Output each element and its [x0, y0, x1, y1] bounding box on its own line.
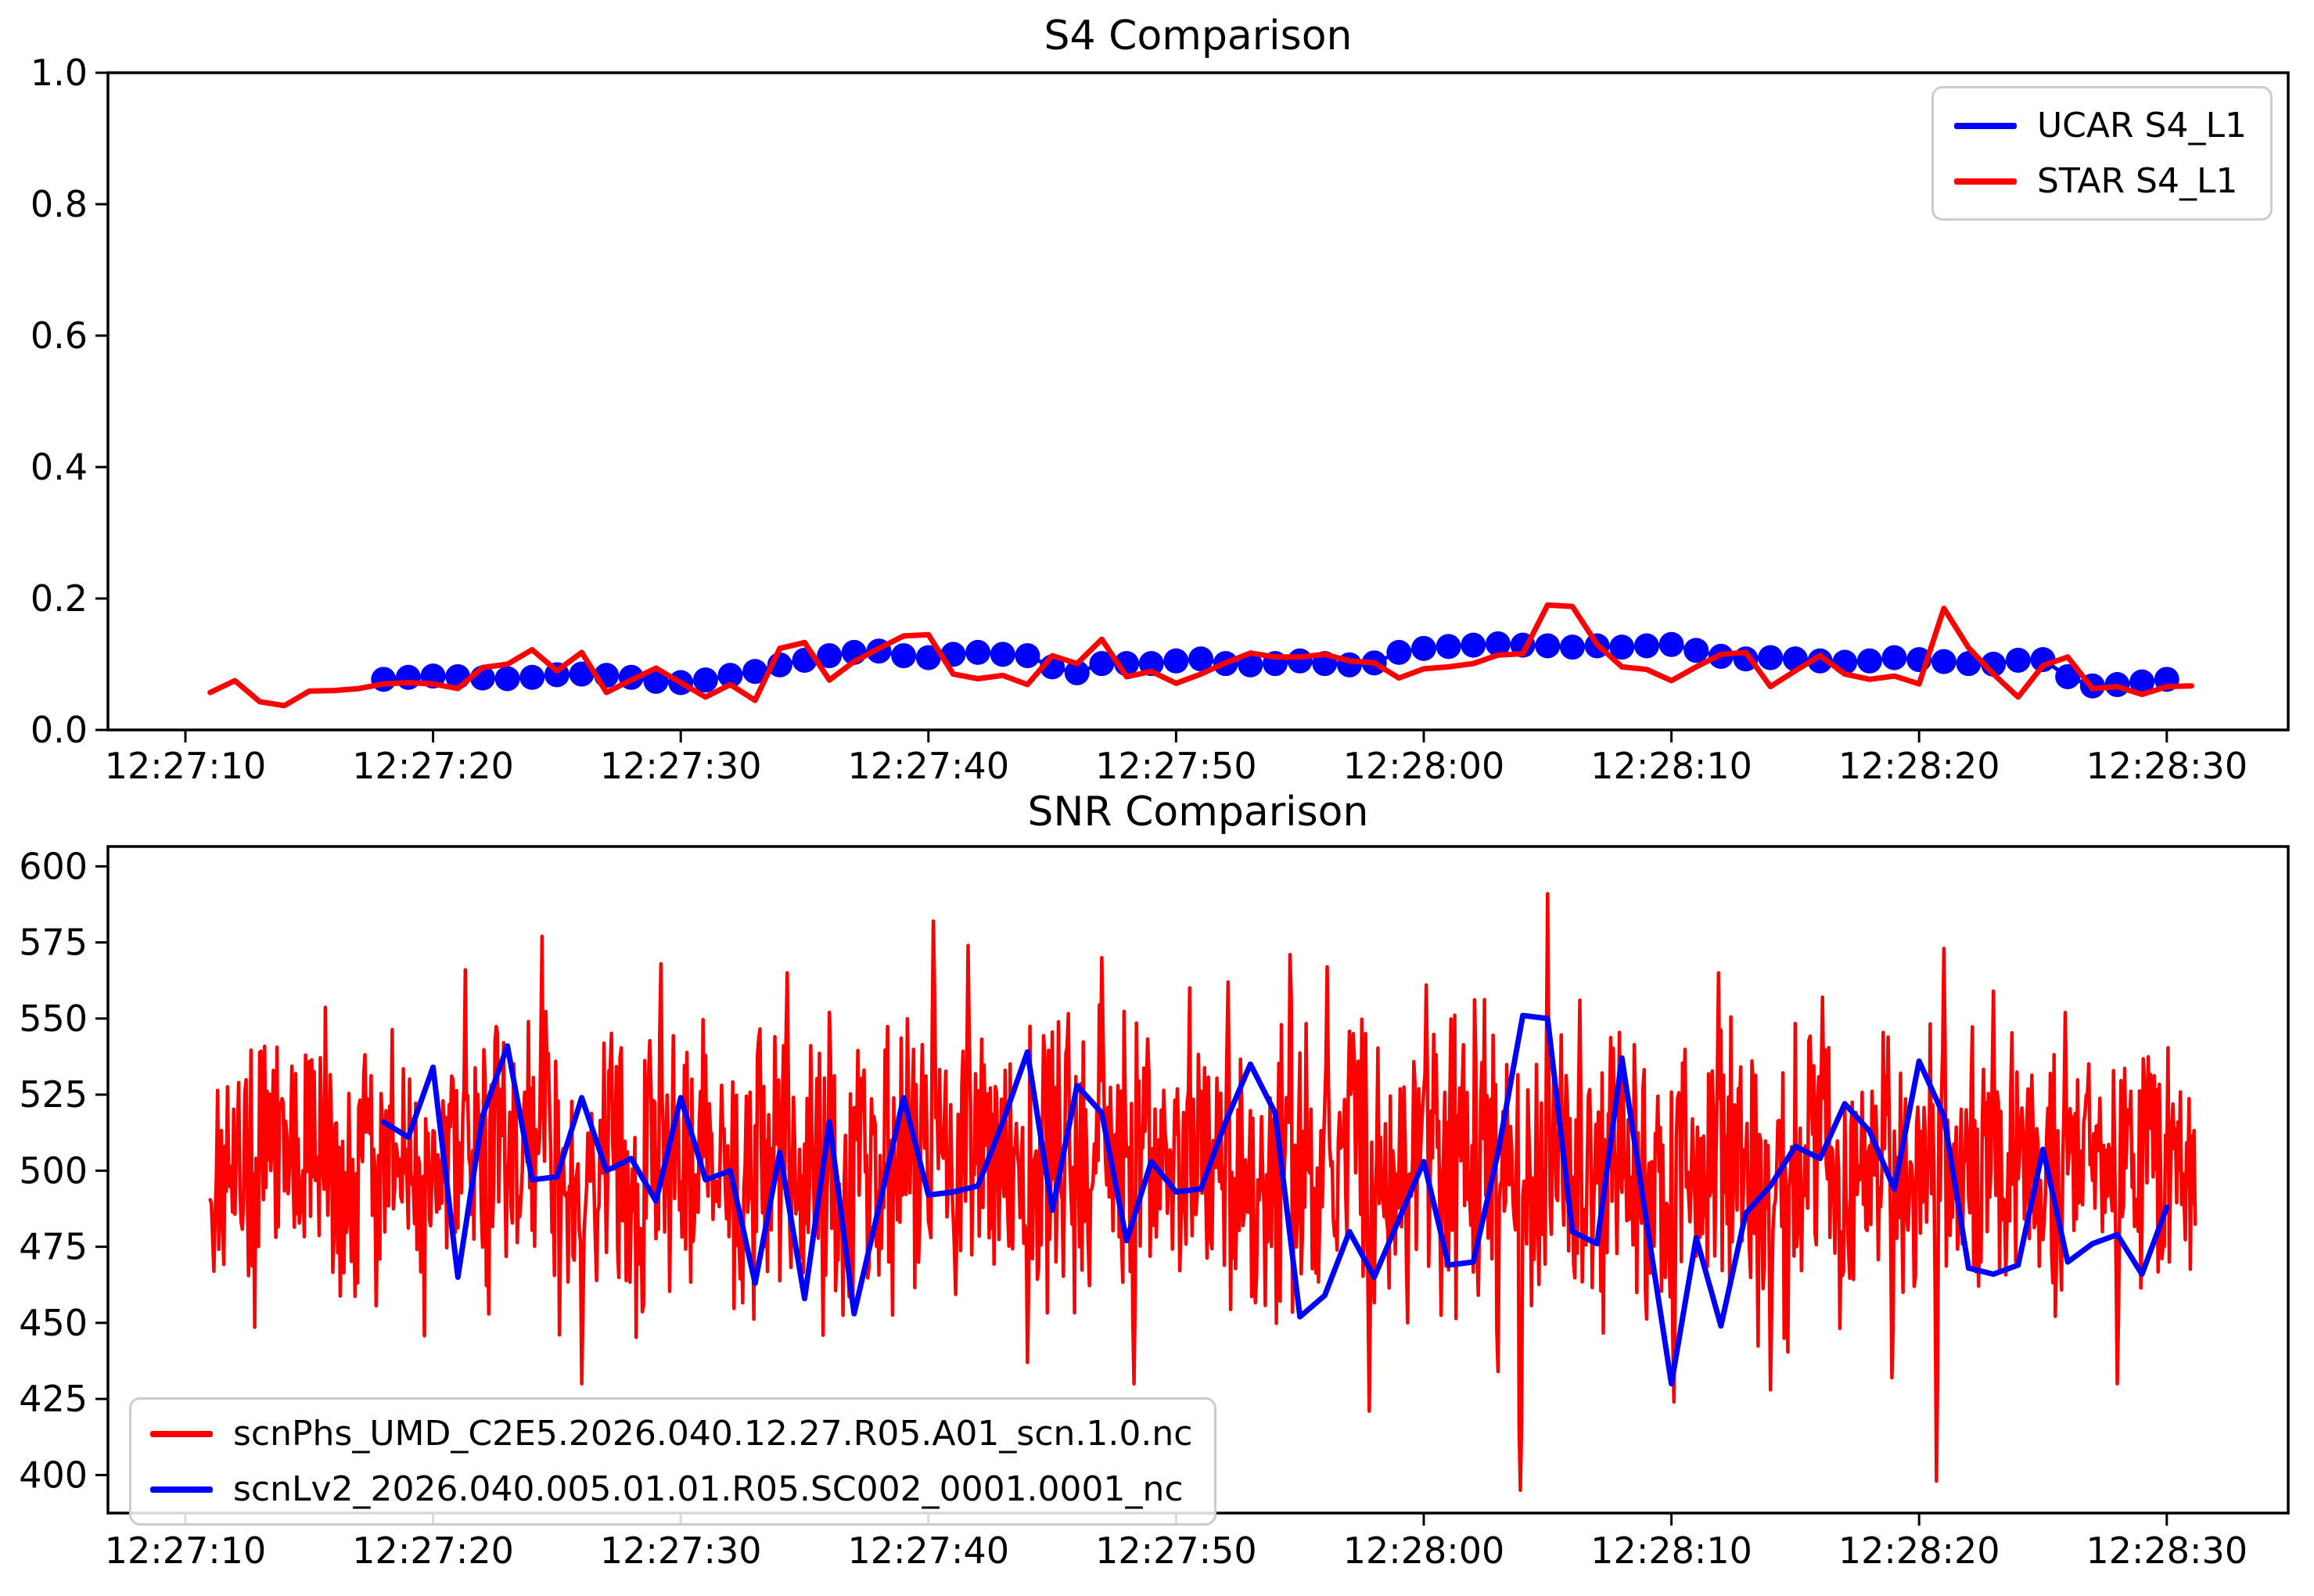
bottom-plot-title: SNR Comparison: [1027, 789, 1369, 836]
bottom-y-tick-label: 525: [19, 1073, 88, 1116]
ucar-s4-marker: [519, 664, 545, 690]
bottom-x-tick-label: 12:28:10: [1590, 1530, 1752, 1572]
bottom-x-tick-label: 12:27:10: [105, 1530, 267, 1572]
legend-entry-scnphs: scnPhs_UMD_C2E5.2026.040.12.27.R05.A01_s…: [150, 1414, 1192, 1454]
bottom-x-tick-label: 12:27:20: [352, 1530, 514, 1572]
ucar-s4-marker: [1881, 645, 1907, 670]
ucar-s4-marker: [2129, 669, 2155, 695]
top-x-tick-label: 12:28:20: [1838, 745, 2000, 787]
legend-label-scnphs: scnPhs_UMD_C2E5.2026.040.12.27.R05.A01_s…: [233, 1414, 1193, 1454]
bottom-legend: scnPhs_UMD_C2E5.2026.040.12.27.R05.A01_s…: [129, 1397, 1217, 1526]
top-legend: UCAR S4_L1 STAR S4_L1: [1931, 86, 2273, 221]
bottom-y-tick-label: 400: [19, 1454, 88, 1496]
top-x-tick-label: 12:27:40: [847, 745, 1009, 787]
scnphs-line-swatch: [150, 1430, 213, 1437]
ucar-s4-marker: [2005, 647, 2031, 673]
ucar-s4-marker: [1238, 652, 1263, 678]
top-y-tick-label: 0.0: [31, 709, 88, 751]
top-x-tick-label: 12:27:10: [105, 745, 267, 787]
ucar-s4-marker: [1138, 651, 1164, 677]
ucar-s4-marker: [1163, 648, 1189, 674]
ucar-s4-marker: [1758, 645, 1784, 670]
ucar-s4-marker: [1658, 631, 1684, 657]
ucar-s4-marker: [1535, 633, 1561, 659]
top-x-tick-label: 12:27:20: [352, 745, 514, 787]
ucar-s4-marker: [1435, 634, 1461, 660]
top-y-tick-label: 0.4: [31, 446, 88, 488]
legend-label-scnlv2: scnLv2_2026.040.005.01.01.R05.SC002_0001…: [233, 1469, 1184, 1509]
ucar-s4-marker: [692, 667, 718, 693]
top-x-tick-label: 12:28:30: [2086, 745, 2248, 787]
bottom-y-tick-label: 600: [19, 845, 88, 887]
top-y-tick-label: 0.6: [31, 315, 88, 357]
ucar-s4-marker: [1411, 635, 1436, 661]
ucar-s4-marker: [1609, 634, 1635, 660]
legend-entry-star: STAR S4_L1: [1953, 161, 2247, 201]
bottom-y-tick-label: 575: [19, 922, 88, 964]
ucar-s4-marker: [1089, 651, 1115, 677]
legend-entry-ucar: UCAR S4_L1: [1953, 106, 2247, 146]
ucar-s4-marker: [2055, 663, 2081, 689]
ucar-s4-marker: [1015, 643, 1040, 669]
ucar-s4-marker: [891, 643, 917, 669]
bottom-x-tick-label: 12:28:00: [1343, 1530, 1505, 1572]
ucar-s4-marker: [1287, 648, 1313, 674]
star-line-swatch: [1953, 178, 2017, 185]
bottom-x-tick-label: 12:28:20: [1838, 1530, 2000, 1572]
top-x-tick-label: 12:28:10: [1590, 745, 1752, 787]
legend-label-star: STAR S4_L1: [2036, 161, 2238, 201]
ucar-s4-marker: [1064, 660, 1090, 685]
bottom-x-tick-label: 12:27:50: [1095, 1530, 1257, 1572]
top-plot-frame: [106, 71, 2290, 732]
bottom-y-tick-label: 500: [19, 1149, 88, 1192]
bottom-y-tick-label: 450: [19, 1302, 88, 1344]
ucar-s4-marker: [1633, 633, 1659, 659]
top-x-tick-label: 12:27:30: [600, 745, 762, 787]
ucar-s4-marker: [742, 659, 768, 685]
ucar-s4-marker: [1683, 638, 1709, 663]
ucar-s4-marker: [1807, 648, 1833, 674]
ucar-s4-marker: [965, 639, 991, 665]
ucar-s4-marker: [817, 643, 843, 669]
star-s4-line: [207, 602, 2194, 709]
ucar-s4-marker: [990, 642, 1015, 667]
ucar-s4-marker: [569, 661, 595, 687]
bottom-y-tick-label: 550: [19, 998, 88, 1040]
bottom-y-tick-label: 475: [19, 1226, 88, 1268]
top-y-tick-label: 0.2: [31, 577, 88, 620]
ucar-s4-marker: [1386, 639, 1412, 665]
ucar-line-swatch: [1953, 122, 2017, 129]
legend-label-ucar: UCAR S4_L1: [2036, 106, 2247, 146]
top-x-tick-label: 12:27:50: [1095, 745, 1257, 787]
ucar-s4-marker: [915, 645, 941, 670]
ucar-s4-marker: [1188, 646, 1214, 672]
top-x-tick-label: 12:28:00: [1343, 745, 1505, 787]
ucar-s4-marker: [1931, 649, 1956, 674]
legend-entry-scnlv2: scnLv2_2026.040.005.01.01.R05.SC002_0001…: [150, 1469, 1192, 1509]
ucar-s4-marker: [1856, 648, 1882, 674]
bottom-y-tick-label: 425: [19, 1378, 88, 1420]
bottom-x-tick-label: 12:28:30: [2086, 1530, 2248, 1572]
snr-lv2-line: [380, 1012, 2170, 1387]
top-y-tick-label: 0.8: [31, 183, 88, 225]
bottom-x-tick-label: 12:27:40: [847, 1530, 1009, 1572]
ucar-s4-marker: [395, 664, 421, 690]
ucar-s4-marker: [717, 663, 743, 688]
ucar-s4-marker: [643, 668, 669, 694]
bottom-x-tick-label: 12:27:30: [600, 1530, 762, 1572]
ucar-s4-marker: [1485, 631, 1511, 656]
ucar-s4-marker: [1559, 634, 1585, 660]
ucar-s4-marker: [1461, 632, 1486, 658]
top-y-tick-label: 1.0: [31, 52, 88, 94]
ucar-s4-marker: [494, 666, 520, 692]
top-plot-title: S4 Comparison: [1044, 13, 1353, 59]
scnlv2-line-swatch: [150, 1486, 213, 1493]
